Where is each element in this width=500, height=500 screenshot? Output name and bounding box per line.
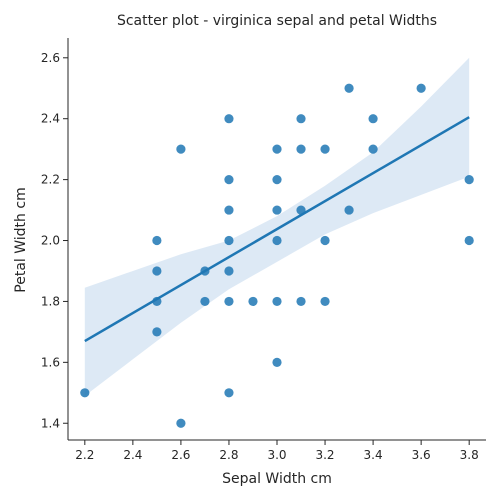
data-point <box>224 296 234 307</box>
data-point <box>320 296 330 307</box>
y-axis-ticks: 1.4 1.6 1.8 2.0 2.2 2.4 2.6 <box>41 51 68 430</box>
y-tick-label: 1.4 <box>41 416 60 430</box>
data-point <box>224 205 234 215</box>
data-point <box>152 327 162 337</box>
points-layer <box>80 83 474 428</box>
data-point <box>368 114 378 124</box>
data-point <box>272 357 282 367</box>
y-axis-label: Petal Width cm <box>13 187 29 292</box>
data-point <box>344 205 354 215</box>
data-point <box>224 235 234 246</box>
confidence-band <box>84 57 470 396</box>
x-tick-label: 3.8 <box>460 448 479 462</box>
x-axis-label: Sepal Width cm <box>222 471 332 487</box>
data-point <box>464 175 474 185</box>
x-tick-label: 2.8 <box>219 448 238 462</box>
data-point <box>272 175 282 185</box>
x-tick-label: 2.2 <box>75 448 94 462</box>
data-point <box>224 266 234 276</box>
data-point <box>464 235 474 246</box>
data-point <box>296 114 306 124</box>
plot-area <box>80 57 474 428</box>
x-tick-label: 3.6 <box>412 448 431 462</box>
y-tick-label: 1.6 <box>41 355 60 369</box>
x-tick-label: 3.2 <box>315 448 334 462</box>
x-tick-label: 3.0 <box>267 448 286 462</box>
data-point <box>320 235 330 246</box>
data-point <box>248 296 258 307</box>
data-point <box>224 388 234 398</box>
data-point <box>272 205 282 215</box>
data-point <box>152 266 162 276</box>
y-tick-label: 2.6 <box>41 51 60 65</box>
data-point <box>320 144 330 154</box>
x-tick-label: 3.4 <box>364 448 383 462</box>
data-point <box>296 144 306 154</box>
regression-line <box>84 116 470 343</box>
x-tick-label: 2.6 <box>171 448 190 462</box>
y-tick-label: 2.4 <box>41 112 60 126</box>
data-point <box>152 235 162 246</box>
data-point <box>176 418 186 428</box>
data-point <box>272 235 282 246</box>
data-point <box>296 296 306 307</box>
x-tick-label: 2.4 <box>123 448 142 462</box>
data-point <box>80 388 90 398</box>
data-point <box>224 114 234 124</box>
data-point <box>272 296 282 307</box>
data-point <box>224 175 234 185</box>
y-tick-label: 2.0 <box>41 234 60 248</box>
x-axis-ticks: 2.2 2.4 2.6 2.8 3.0 3.2 3.4 3.6 3.8 <box>75 440 479 462</box>
data-point <box>176 144 186 154</box>
y-tick-label: 2.2 <box>41 173 60 187</box>
data-point <box>272 144 282 154</box>
chart-title: Scatter plot - virginica sepal and petal… <box>117 13 437 29</box>
y-tick-label: 1.8 <box>41 294 60 308</box>
data-point <box>368 144 378 154</box>
data-point <box>344 83 354 93</box>
data-point <box>200 296 210 307</box>
data-point <box>416 83 426 93</box>
